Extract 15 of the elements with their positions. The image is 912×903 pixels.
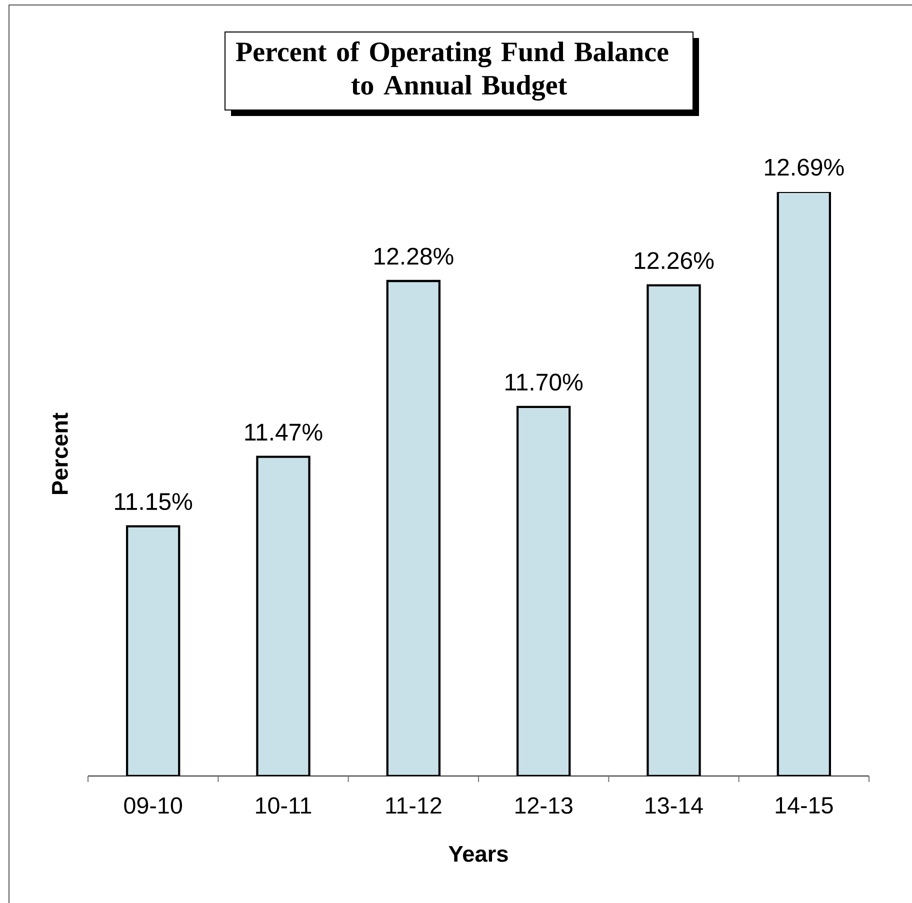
x-tick-label: 13-14 xyxy=(646,797,703,814)
data-label: 11.47% xyxy=(245,424,322,441)
x-axis-title: Years xyxy=(448,846,508,862)
data-label: 11.70% xyxy=(506,374,583,391)
chart-title: Percent of Operating Fund Balance to Annual Budget xyxy=(236,41,668,101)
data-label: 12.28% xyxy=(374,248,454,265)
data-label: 11.15% xyxy=(115,493,192,510)
x-tick-label: 09-10 xyxy=(124,797,182,814)
data-label: 12.26% xyxy=(634,252,714,270)
data-label: 12.69% xyxy=(765,158,844,176)
x-tick-label: 10-11 xyxy=(256,797,312,814)
x-tick-label: 11-12 xyxy=(386,797,442,814)
x-tick-label: 12-13 xyxy=(516,797,572,814)
y-axis-title: Percent xyxy=(52,412,68,494)
x-tick-label: 14-15 xyxy=(776,797,833,814)
